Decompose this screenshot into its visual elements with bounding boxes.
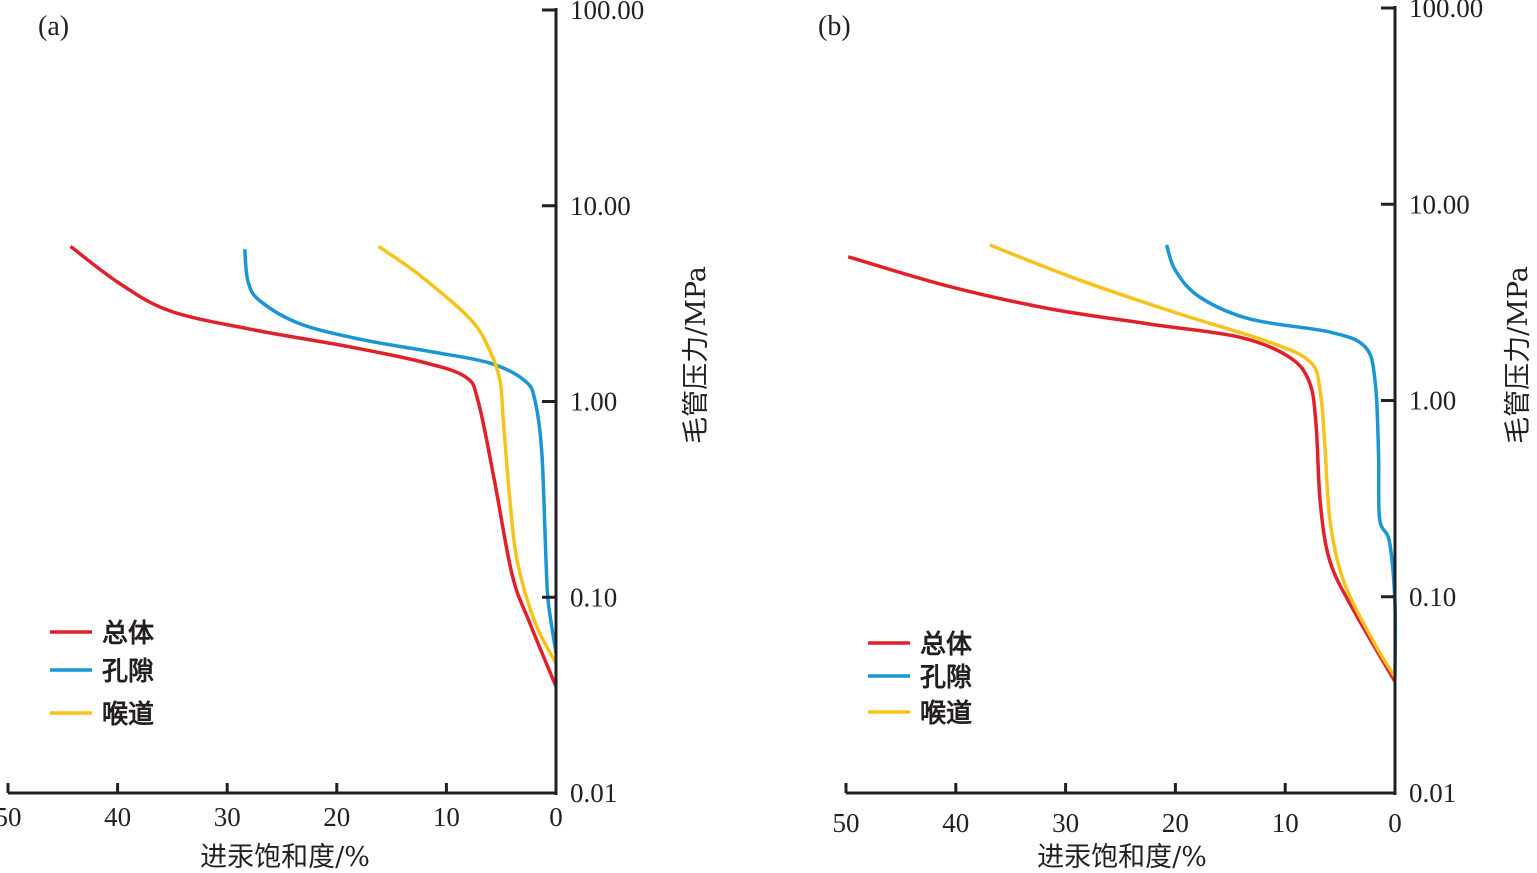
legend-label: 喉道: [920, 698, 972, 729]
y-tick-label: 10.00: [570, 191, 631, 221]
y-tick-label: 0.01: [570, 778, 617, 808]
series-line-throat: [377, 244, 558, 665]
y-tick-label: 0.10: [570, 582, 617, 612]
panel-a-label: (a): [38, 11, 69, 42]
legend-label: 总体: [920, 630, 973, 660]
x-tick-label: 30: [1052, 808, 1079, 838]
panel-b: (b) 50 40 30 20 10 0 100.00 10.00 1.00 0.10 0.01 进…: [818, 0, 1534, 873]
x-tick-label: 20: [1162, 808, 1189, 838]
panel-a-y-axis-title: 毛管压力/MPa: [681, 266, 712, 444]
y-tick-label: 100.00: [1409, 0, 1483, 23]
x-tick-label: 50: [833, 808, 860, 838]
x-tick-label: 10: [433, 802, 460, 832]
y-tick-label: 10.00: [1409, 189, 1470, 219]
legend-label: 孔隙: [102, 657, 154, 687]
y-tick-label: 1.00: [1409, 386, 1456, 416]
x-tick-label: 40: [942, 808, 969, 838]
series-line-total: [69, 245, 558, 688]
legend-label: 总体: [102, 619, 155, 649]
series-line-pore: [1164, 244, 1398, 678]
x-tick-label: 30: [214, 802, 241, 832]
y-tick-label: 1.00: [570, 387, 617, 417]
panel-a-x-axis-title: 进汞饱和度/%: [200, 842, 370, 873]
x-tick-label: 50: [0, 802, 22, 832]
x-tick-label: 10: [1272, 808, 1299, 838]
series-line-total: [847, 255, 1397, 683]
panel-b-label: (b): [818, 11, 851, 42]
x-tick-label: 0: [549, 802, 563, 832]
series-line-pore: [242, 249, 558, 654]
panel-a-ticks: 50 40 30 20 10 0 100.00 10.00 1.00 0.10 0.01: [0, 0, 644, 832]
panel-b-series-group: [847, 243, 1398, 683]
x-tick-label: 20: [323, 802, 350, 832]
y-tick-label: 0.10: [1409, 582, 1456, 612]
panel-b-y-axis-title: 毛管压力/MPa: [1503, 266, 1534, 444]
legend-label: 孔隙: [920, 663, 972, 693]
panel-b-x-axis-title: 进汞饱和度/%: [1037, 842, 1207, 873]
legend-label: 喉道: [102, 699, 154, 730]
panel-b-ticks: 50 40 30 20 10 0 100.00 10.00 1.00 0.10 0.01: [833, 0, 1484, 838]
series-line-throat: [989, 243, 1397, 678]
panel-a: (a) 50 40 30 20 10 0 100.00 10.00 1.00 0.10 0.01 进…: [0, 0, 712, 873]
y-tick-label: 100.00: [570, 0, 644, 25]
x-tick-label: 0: [1388, 808, 1402, 838]
x-tick-label: 40: [104, 802, 131, 832]
y-tick-label: 0.01: [1409, 778, 1456, 808]
panel-a-series-group: [69, 244, 558, 688]
